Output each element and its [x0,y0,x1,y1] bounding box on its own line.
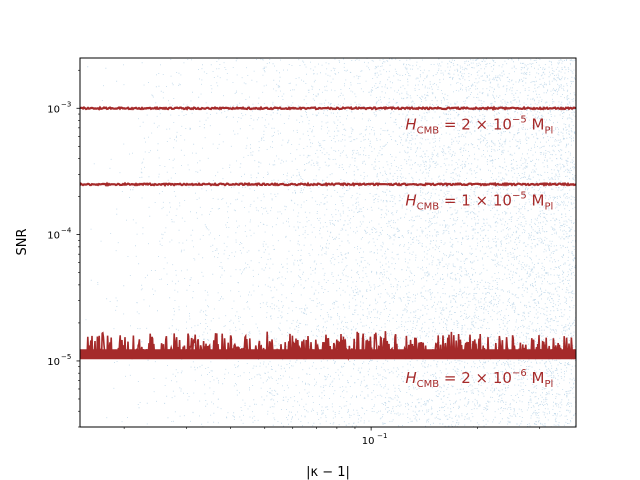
x-axis-label: |κ − 1| [306,465,350,480]
y-tick-exp: −4 [61,227,72,235]
axis-ticks: 10 −110 −510 −410 −3 [47,69,541,447]
y-tick-exp: −5 [61,353,71,361]
plot-frame [79,57,577,428]
annotation-label-2: HCMB = 1 × 10−5 MPl [405,190,553,212]
annotations: HCMB = 2 × 10−5 MPl HCMB = 1 × 10−5 MPl HC… [405,114,553,389]
x-tick-label: 10 [362,436,375,447]
y-axis-label: SNR [15,228,30,255]
y-tick-label: 10 [47,357,60,368]
y-tick-exp: −3 [61,100,71,108]
x-tick-exp: −1 [377,432,387,440]
series-band-3 [80,349,576,360]
annotation-label-1: HCMB = 2 × 10−5 MPl [405,114,553,136]
series-line-1 [80,105,576,112]
y-tick-label: 10 [47,104,60,115]
series-lines [80,105,576,361]
annotation-label-3: HCMB = 2 × 10−6 MPl [405,368,553,390]
series-line-2 [80,181,576,187]
y-tick-label: 10 [47,231,60,242]
